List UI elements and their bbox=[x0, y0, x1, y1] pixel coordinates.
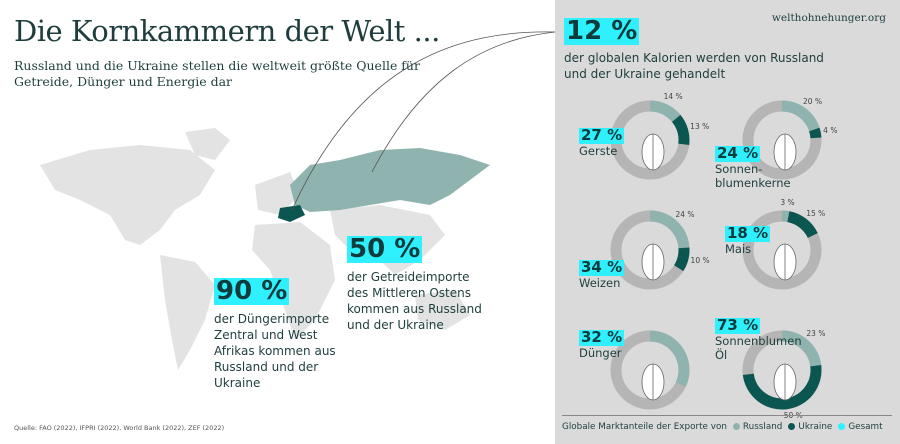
donut-0 bbox=[610, 100, 690, 180]
donut-1 bbox=[742, 100, 822, 180]
map-ukraine bbox=[278, 205, 305, 222]
donut-5 bbox=[742, 330, 822, 410]
russland-segment bbox=[781, 210, 790, 223]
wheat-icon bbox=[641, 243, 665, 281]
map-north-america bbox=[40, 145, 215, 245]
ukraine-pct-label: 13 % bbox=[690, 122, 710, 132]
total-pct: 18 % bbox=[725, 224, 771, 242]
donut-label: 73 % Sonnenblumen Öl bbox=[715, 316, 802, 362]
donut-3 bbox=[742, 210, 822, 290]
ukraine-segment bbox=[673, 247, 690, 272]
donut-2 bbox=[610, 210, 690, 290]
stat-calories-value: 12 % bbox=[564, 16, 640, 46]
commodity-name: Dünger bbox=[579, 345, 622, 360]
donut-label: 18 % Mais bbox=[725, 224, 771, 256]
russland-pct-label: 23 % bbox=[806, 329, 826, 339]
stat-middle-east-text: der Getreideimporte des Mittleren Ostens… bbox=[347, 270, 482, 333]
ukraine-segment bbox=[671, 114, 690, 145]
ukraine-pct-label: 10 % bbox=[690, 256, 710, 266]
stat-middle-east: 50 % der Getreideimporte des Mittleren O… bbox=[347, 234, 492, 333]
ukraine-segment bbox=[809, 127, 822, 139]
total-pct: 27 % bbox=[579, 126, 625, 144]
map-greenland bbox=[185, 128, 230, 160]
stat-calories: 12 % der globalen Kalorien werden von Ru… bbox=[564, 16, 824, 82]
stat-africa-text: der Düngerimporte Zentral und West Afrik… bbox=[214, 312, 336, 391]
fertilizer-bag-icon bbox=[641, 363, 665, 401]
commodity-name: Sonnen- blumenkerne bbox=[715, 161, 791, 190]
russland-pct-label: 20 % bbox=[803, 96, 823, 106]
russland-segment bbox=[781, 100, 820, 132]
commodity-name: Weizen bbox=[579, 275, 621, 290]
russland-segment bbox=[781, 330, 822, 367]
barley-icon bbox=[641, 133, 665, 171]
total-pct: 24 % bbox=[715, 144, 761, 162]
stat-middle-east-value: 50 % bbox=[347, 234, 423, 264]
donut-label: 32 % Dünger bbox=[579, 328, 625, 360]
legend-title: Globale Marktanteile der Exporte von bbox=[562, 422, 727, 432]
page-title: Die Kornkammern der Welt ... bbox=[14, 14, 440, 48]
russland-pct-label: 24 % bbox=[675, 210, 695, 220]
donut-label: 24 % Sonnen- blumenkerne bbox=[715, 144, 791, 190]
map-south-america bbox=[160, 255, 215, 370]
donut-charts bbox=[610, 100, 822, 410]
page-subtitle: Russland und die Ukraine stellen die wel… bbox=[14, 58, 420, 89]
legend-gesamt: Gesamt bbox=[838, 422, 883, 432]
donut-label: 27 % Gerste bbox=[579, 126, 625, 158]
stat-africa: 90 % der Düngerimporte Zentral und West … bbox=[214, 276, 349, 391]
total-pct: 32 % bbox=[579, 328, 625, 346]
ukraine-pct-label: 4 % bbox=[823, 126, 838, 136]
ukraine-segment bbox=[742, 365, 822, 410]
site-url[interactable]: welthohnehunger.org bbox=[771, 12, 886, 24]
map-australia bbox=[415, 290, 470, 330]
commodity-name: Gerste bbox=[579, 143, 618, 158]
total-pct: 34 % bbox=[579, 258, 625, 276]
map-africa bbox=[252, 222, 335, 340]
stat-africa-value: 90 % bbox=[214, 276, 290, 306]
map-russia bbox=[290, 148, 490, 212]
world-map bbox=[40, 31, 555, 370]
legend: Globale Marktanteile der Exporte von Rus… bbox=[562, 415, 892, 432]
commodity-name: Sonnenblumen Öl bbox=[715, 333, 802, 362]
left-panel: Die Kornkammern der Welt ... Russland un… bbox=[14, 14, 555, 432]
total-pct: 73 % bbox=[715, 316, 761, 334]
stat-calories-text: der globalen Kalorien werden von Russlan… bbox=[564, 51, 824, 82]
donut-label: 34 % Weizen bbox=[579, 258, 625, 290]
source-note: Quelle: FAO (2022), IFPRI (2022), World … bbox=[14, 424, 225, 432]
map-europe bbox=[255, 172, 300, 215]
russland-pct-label: 14 % bbox=[663, 92, 683, 102]
legend-russland: Russland bbox=[732, 422, 782, 432]
legend-ukraine: Ukraine bbox=[788, 422, 832, 432]
russland-segment bbox=[649, 210, 690, 249]
russland-segment bbox=[649, 330, 690, 387]
oil-bottle-icon bbox=[773, 363, 797, 401]
ukraine-segment bbox=[787, 211, 818, 239]
russland-pct-label: 3 % bbox=[780, 198, 795, 208]
sunflower-icon bbox=[773, 133, 797, 171]
donut-4 bbox=[610, 330, 690, 410]
right-panel: welthohnehunger.org 12 % der globalen Ka… bbox=[555, 0, 900, 444]
corn-icon bbox=[773, 243, 797, 281]
commodity-name: Mais bbox=[725, 241, 752, 256]
ukraine-pct-label: 15 % bbox=[806, 208, 826, 218]
russland-segment bbox=[649, 100, 681, 123]
